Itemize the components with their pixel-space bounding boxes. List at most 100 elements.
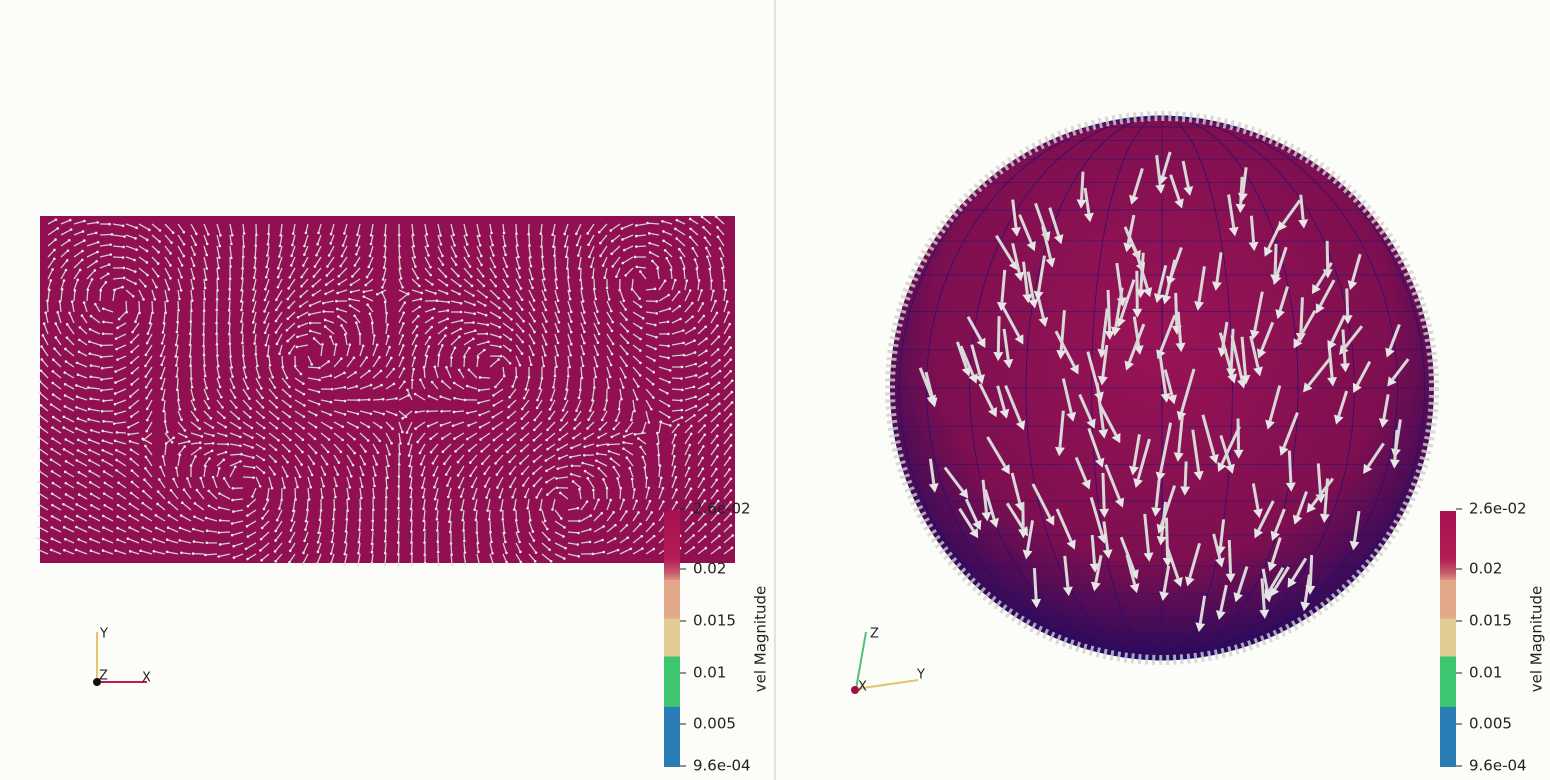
glyph-head <box>116 515 120 518</box>
glyph-head <box>583 330 586 334</box>
glyph-head <box>497 358 500 361</box>
glyph <box>63 416 75 423</box>
glyph-head <box>457 274 460 278</box>
glyph-head <box>682 329 685 332</box>
glyph <box>51 515 62 522</box>
glyph-head <box>276 275 280 279</box>
glyph <box>114 421 127 425</box>
glyph <box>151 245 160 253</box>
glyph <box>606 524 616 533</box>
glyph <box>502 542 508 554</box>
glyph-head <box>506 274 509 278</box>
glyph <box>453 410 465 413</box>
glyph <box>437 553 440 566</box>
glyph <box>658 307 670 313</box>
glyph <box>409 465 413 477</box>
glyph <box>71 301 75 313</box>
glyph-head <box>355 244 359 247</box>
glyph-head <box>485 332 489 336</box>
glyph <box>1098 403 1118 436</box>
glyph <box>574 410 582 421</box>
glyph-head <box>395 397 398 400</box>
glyph-head <box>655 335 658 339</box>
glyph <box>554 520 565 528</box>
glyph <box>710 280 713 291</box>
glyph <box>697 547 707 555</box>
glyph-head <box>439 234 442 237</box>
glyph-head <box>131 330 134 334</box>
glyph <box>410 498 413 510</box>
glyph <box>175 467 179 478</box>
glyph <box>502 234 506 246</box>
glyph <box>493 399 504 406</box>
glyph-head <box>1227 373 1237 384</box>
glyph-head <box>690 511 694 514</box>
glyph <box>307 388 320 393</box>
glyph <box>996 385 1006 411</box>
glyph <box>233 542 244 547</box>
glyph-head <box>302 264 305 267</box>
glyph-head <box>582 341 586 345</box>
glyph-head <box>654 347 657 351</box>
glyph-head <box>407 454 411 457</box>
glyph-head <box>336 473 340 476</box>
glyph-head <box>189 320 193 323</box>
glyph-head <box>469 461 472 464</box>
glyph-head <box>246 387 250 390</box>
glyph-head <box>363 462 366 466</box>
glyph-head <box>564 546 567 550</box>
glyph-head <box>198 427 201 431</box>
glyph <box>264 278 270 290</box>
glyph <box>619 344 628 355</box>
glyph-head <box>329 552 333 555</box>
glyph-head <box>623 248 626 252</box>
glyph-head <box>99 355 103 359</box>
glyph-head <box>655 312 658 315</box>
glyph-head <box>569 310 573 314</box>
glyph <box>102 366 114 369</box>
glyph <box>228 322 231 335</box>
glyph-head <box>288 438 292 442</box>
glyph <box>601 410 608 421</box>
glyph <box>515 300 523 310</box>
glyph <box>216 377 221 388</box>
glyph-head <box>596 341 600 345</box>
glyph-head <box>556 341 560 345</box>
glyph <box>578 489 582 500</box>
glyph <box>47 219 57 225</box>
glyph-head <box>717 522 721 526</box>
glyph <box>177 267 183 278</box>
glyph <box>721 268 725 280</box>
glyph-head <box>374 473 377 477</box>
glyph-head <box>165 430 169 434</box>
glyph <box>489 333 501 338</box>
glyph <box>471 476 478 488</box>
glyph-head <box>520 449 523 453</box>
glyph <box>567 542 578 546</box>
glyph-head <box>652 396 655 399</box>
glyph-head <box>478 376 482 379</box>
glyph <box>684 327 695 335</box>
glyph <box>411 234 415 247</box>
glyph-head <box>556 299 560 302</box>
glyph-head <box>667 356 670 360</box>
glyph-head <box>663 249 667 252</box>
glyph <box>684 386 695 390</box>
glyph-head <box>49 548 53 552</box>
glyph-head <box>166 526 170 529</box>
glyph-head <box>234 406 238 409</box>
glyph-head <box>524 388 528 391</box>
glyph-head <box>654 323 657 327</box>
glyph-head <box>288 549 292 553</box>
glyph-head <box>296 335 299 339</box>
glyph-head <box>677 290 681 294</box>
glyph-head <box>218 543 222 546</box>
glyph-head <box>261 517 264 520</box>
glyph <box>723 434 732 445</box>
glyph-head <box>110 233 114 236</box>
glyph-head <box>1277 220 1288 232</box>
glyph-head <box>373 334 376 337</box>
glyph <box>419 379 426 390</box>
glyph-head <box>64 360 68 363</box>
glyph-head <box>679 256 683 260</box>
